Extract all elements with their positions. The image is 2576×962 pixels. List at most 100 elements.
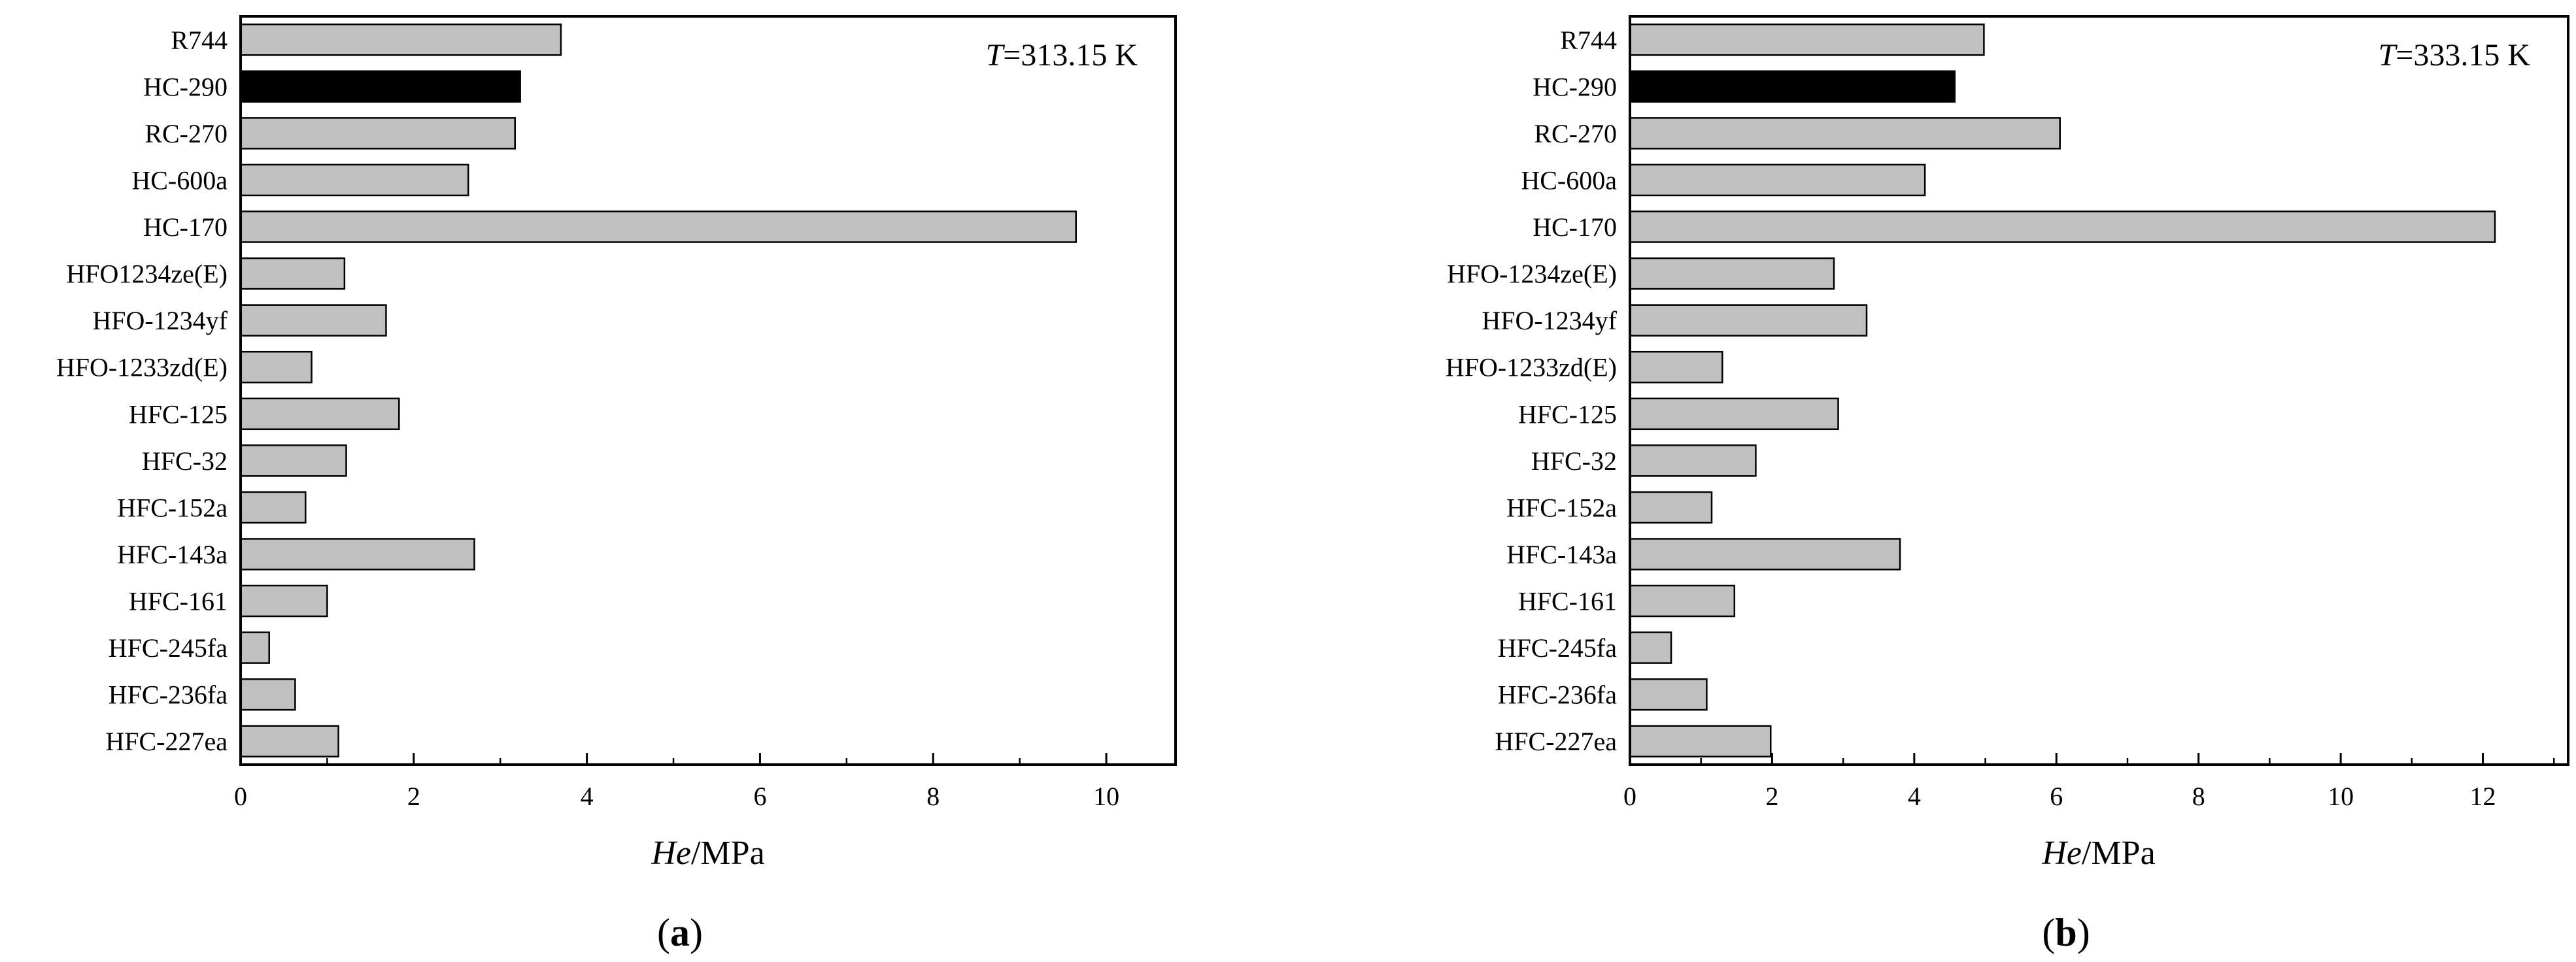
x-tick-label: 10	[2328, 782, 2354, 811]
category-label-hc-170: HC-170	[1533, 212, 1617, 242]
bar-hfc-143a	[1629, 538, 1901, 571]
bar-hfc-236fa	[239, 678, 296, 711]
x-tick-label: 10	[1093, 782, 1119, 811]
x-axis-label: He/MPa	[651, 835, 764, 872]
panel-label: (a)	[657, 911, 703, 954]
x-tick-label: 2	[1765, 782, 1778, 811]
bar-hc-290	[1629, 70, 1956, 103]
category-label-hfc-152a: HFC-152a	[1506, 493, 1617, 522]
x-tick-label: 6	[2050, 782, 2063, 811]
x-axis-label-variable: He	[651, 835, 691, 872]
category-label-hc-170: HC-170	[143, 212, 228, 242]
category-label-hfc-227ea: HFC-227ea	[1495, 727, 1617, 756]
bar-hfo-1233zd-e	[239, 350, 313, 384]
category-label-r744: R744	[171, 25, 228, 55]
bar-hc-170	[239, 210, 1077, 243]
temperature-annotation: T=333.15 K	[2379, 38, 2531, 73]
category-labels: R744 HC-290 RC-270 HC-600a HC-170 HFO-1234ze(…	[1446, 25, 1618, 756]
category-label-hfc-143a: HFC-143a	[1506, 540, 1617, 569]
bar-hfo-1233zd-e	[1629, 350, 1723, 384]
annotation-value: =333.15 K	[2396, 38, 2530, 73]
plot-frame	[239, 15, 1177, 766]
x-tick-label: 4	[581, 782, 594, 811]
bar-group	[1629, 24, 2496, 757]
x-tick-label: 0	[234, 782, 247, 811]
x-tick-label: 6	[753, 782, 766, 811]
panel-label-open: (	[2042, 911, 2055, 954]
category-label-hc-600a: HC-600a	[131, 165, 228, 195]
category-label-hfo-1233zd-e: HFO-1233zd(E)	[56, 353, 228, 382]
x-tick-label: 2	[407, 782, 420, 811]
panel-label-letter: a	[670, 911, 690, 954]
annotation-value: =313.15 K	[1003, 38, 1138, 73]
category-label-hfo-1233zd-e: HFO-1233zd(E)	[1446, 353, 1617, 382]
chart-panel-b: R744 HC-290 RC-270 HC-600a HC-170 HFO-1234ze(…	[1446, 15, 2569, 954]
category-label-hfo-1234ze-e: HFO-1234ze(E)	[1447, 259, 1617, 289]
bar-hfc-227ea	[239, 725, 339, 757]
category-label-hfo-1234yf: HFO-1234yf	[1482, 306, 1617, 335]
panel-label-open: (	[657, 911, 670, 954]
bar-hfc-245fa	[1629, 631, 1672, 664]
category-label-hfc-245fa: HFC-245fa	[109, 633, 228, 663]
annotation-variable: T	[2379, 38, 2398, 73]
category-label-hc-600a: HC-600a	[1521, 165, 1617, 195]
category-label-hfc-236fa: HFC-236fa	[1498, 680, 1617, 710]
category-label-rc-270: RC-270	[144, 119, 228, 148]
bar-hfc-32	[1629, 444, 1757, 477]
temperature-annotation: T=313.15 K	[986, 38, 1138, 73]
bar-hc-290	[239, 70, 521, 103]
bar-hc-600a	[239, 163, 469, 197]
category-label-hfc-245fa: HFC-245fa	[1498, 633, 1617, 663]
category-label-hfc-161: HFC-161	[129, 587, 228, 616]
category-label-hfc-32: HFC-32	[1531, 446, 1617, 476]
x-tick-label: 12	[2470, 782, 2496, 811]
category-label-hfo1234ze-e: HFO1234ze(E)	[66, 259, 228, 289]
x-axis-label-unit: /MPa	[2082, 835, 2156, 872]
category-label-hfc-32: HFC-32	[142, 446, 228, 476]
bar-hfc-227ea	[1629, 725, 1772, 757]
x-axis-ticks: 0 2 4 6 8 10	[234, 753, 1119, 811]
bar-group	[239, 24, 1077, 757]
bar-hfc-236fa	[1629, 678, 1708, 711]
category-label-r744: R744	[1560, 25, 1617, 55]
x-axis-label: He/MPa	[2041, 835, 2155, 872]
bar-r744	[1629, 24, 1985, 56]
bar-hfo1234ze-e	[239, 257, 346, 290]
category-label-hfc-152a: HFC-152a	[117, 493, 228, 522]
bar-hfo-1234ze-e	[1629, 257, 1835, 290]
bar-hc-170	[1629, 210, 2496, 243]
panel-label-letter: b	[2055, 911, 2076, 954]
bar-hfc-32	[239, 444, 347, 477]
category-label-hfc-227ea: HFC-227ea	[105, 727, 228, 756]
category-label-hfc-125: HFC-125	[129, 399, 228, 429]
panel-label-close: )	[2077, 911, 2090, 954]
bar-hfo-1234yf	[239, 304, 387, 337]
bar-hfc-161	[1629, 584, 1736, 618]
plot-frame	[1629, 15, 2569, 766]
category-label-hfc-125: HFC-125	[1518, 399, 1617, 429]
category-label-hfc-236fa: HFC-236fa	[109, 680, 228, 710]
category-label-hc-290: HC-290	[1533, 72, 1617, 101]
x-tick-label: 4	[1908, 782, 1921, 811]
bar-hfc-152a	[239, 491, 307, 524]
category-label-hfc-143a: HFC-143a	[117, 540, 228, 569]
bar-hfc-161	[239, 584, 328, 618]
bar-rc-270	[239, 117, 516, 150]
x-tick-label: 0	[1623, 782, 1636, 811]
category-label-hc-290: HC-290	[143, 72, 228, 101]
bar-hfc-143a	[239, 538, 475, 571]
bar-hfc-245fa	[239, 631, 270, 664]
bar-hc-600a	[1629, 163, 1926, 197]
x-axis-label-unit: /MPa	[691, 835, 765, 872]
bar-rc-270	[1629, 117, 2061, 150]
x-axis-label-variable: He	[2041, 835, 2082, 872]
annotation-variable: T	[986, 38, 1006, 73]
x-axis-ticks: 0 2 4 6 8 10 12	[1623, 753, 2555, 811]
bar-hfc-125	[1629, 397, 1839, 431]
bar-r744	[239, 24, 562, 56]
bar-hfo-1234yf	[1629, 304, 1868, 337]
x-tick-label: 8	[2192, 782, 2205, 811]
panel-label-close: )	[690, 911, 703, 954]
category-label-hfo-1234yf: HFO-1234yf	[92, 306, 228, 335]
